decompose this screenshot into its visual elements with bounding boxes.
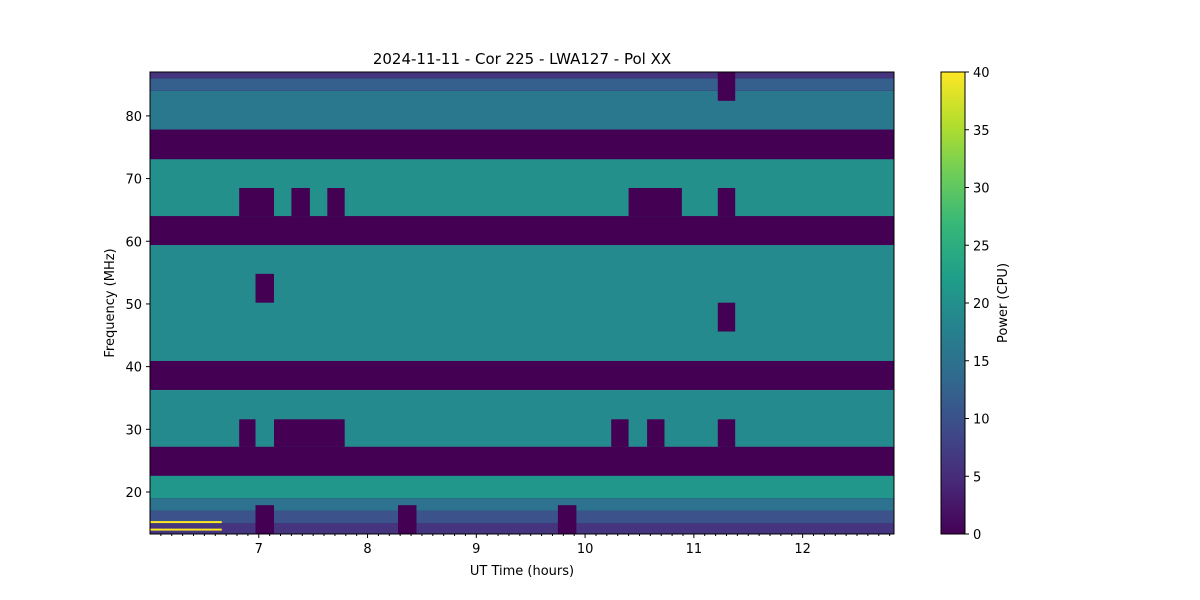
flagged-block xyxy=(717,187,736,217)
chart-title: 2024-11-11 - Cor 225 - LWA127 - Pol XX xyxy=(373,50,671,68)
x-axis-label: UT Time (hours) xyxy=(470,564,574,579)
y-tick-label: 70 xyxy=(125,173,142,188)
colorbar-tick-label: 40 xyxy=(973,66,990,81)
power-band xyxy=(150,90,894,130)
colorbar-tick-label: 35 xyxy=(973,124,990,139)
flagged-block xyxy=(628,187,682,217)
x-tick-label: 8 xyxy=(363,542,371,557)
colorbar-tick-label: 5 xyxy=(973,470,981,485)
flagged-block xyxy=(239,187,274,217)
y-tick-label: 20 xyxy=(125,486,142,501)
x-axis: 7 8 9 10 11 12 xyxy=(160,534,891,557)
colorbar-tick-label: 20 xyxy=(973,297,990,312)
flagged-block xyxy=(255,273,274,303)
power-band xyxy=(150,510,894,524)
flagged-band xyxy=(150,446,894,476)
y-tick-label: 40 xyxy=(125,361,142,376)
colorbar xyxy=(940,71,966,535)
power-band xyxy=(150,72,894,79)
flagged-band xyxy=(150,129,894,160)
flagged-block xyxy=(398,505,417,534)
power-band xyxy=(150,475,894,499)
colorbar-tick-label: 10 xyxy=(973,413,990,428)
flagged-block xyxy=(274,419,345,447)
power-band xyxy=(150,498,894,511)
colorbar-tick-label: 15 xyxy=(973,355,990,370)
y-axis: 20 30 40 50 60 70 80 xyxy=(125,110,150,501)
power-band xyxy=(150,389,894,447)
colorbar-axis: 0 5 10 15 20 25 30 35 40 xyxy=(965,66,990,543)
x-tick-label: 9 xyxy=(472,542,480,557)
y-tick-label: 30 xyxy=(125,423,142,438)
power-band xyxy=(150,78,894,91)
y-tick-label: 80 xyxy=(125,110,142,125)
plot-frame xyxy=(149,71,895,535)
x-tick-label: 7 xyxy=(255,542,263,557)
x-tick-label: 12 xyxy=(794,542,811,557)
rfi-line xyxy=(150,528,222,531)
flagged-block xyxy=(717,72,736,101)
x-tick-label: 10 xyxy=(577,542,594,557)
flagged-band xyxy=(150,360,894,390)
flagged-band xyxy=(150,216,894,246)
power-band xyxy=(150,523,894,534)
flagged-block xyxy=(327,187,345,217)
flagged-block xyxy=(717,302,736,332)
plot-area xyxy=(150,72,894,534)
flagged-block xyxy=(611,419,629,447)
colorbar-label: Power (CPU) xyxy=(996,263,1011,343)
flagged-block xyxy=(255,505,274,534)
flagged-block xyxy=(239,419,256,447)
y-axis-label: Frequency (MHz) xyxy=(103,248,118,357)
colorbar-tick-label: 25 xyxy=(973,239,990,254)
rfi-line xyxy=(150,521,222,524)
flagged-block xyxy=(291,187,310,217)
power-band xyxy=(150,245,894,361)
flagged-block xyxy=(717,419,736,447)
flagged-block xyxy=(647,419,665,447)
colorbar-tick-label: 30 xyxy=(973,182,990,197)
colorbar-tick-label: 0 xyxy=(973,528,981,543)
x-tick-label: 11 xyxy=(686,542,703,557)
y-tick-label: 60 xyxy=(125,235,142,250)
flagged-block xyxy=(557,505,577,534)
y-tick-label: 50 xyxy=(125,298,142,313)
